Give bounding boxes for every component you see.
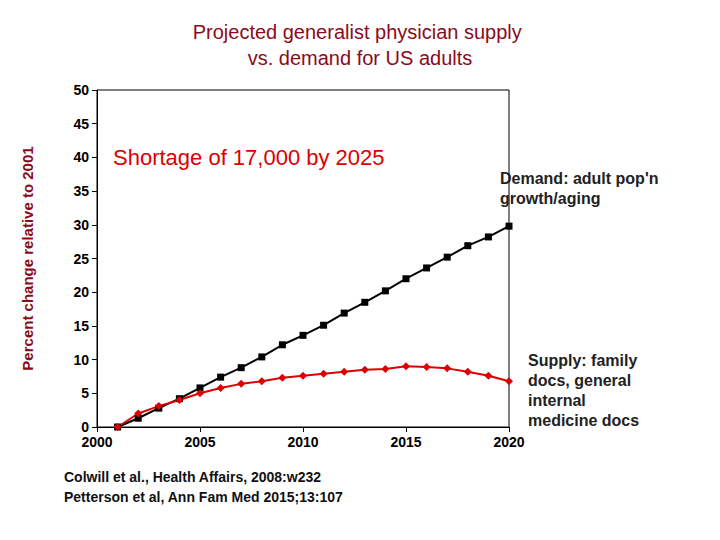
svg-text:20: 20 (73, 284, 89, 300)
svg-text:Percent change relative to 200: Percent change relative to 2001 (19, 146, 36, 370)
svg-text:2020: 2020 (493, 434, 524, 450)
svg-text:50: 50 (73, 82, 89, 98)
svg-text:25: 25 (73, 251, 89, 267)
svg-text:2005: 2005 (184, 434, 215, 450)
svg-text:0: 0 (81, 419, 89, 435)
svg-text:40: 40 (73, 149, 89, 165)
svg-text:45: 45 (73, 116, 89, 132)
svg-text:35: 35 (73, 183, 89, 199)
svg-text:docs, general: docs, general (528, 372, 636, 389)
svg-text:30: 30 (73, 217, 89, 233)
svg-text:10: 10 (73, 352, 89, 368)
svg-text:growth/aging: growth/aging (500, 190, 600, 207)
svg-text:2010: 2010 (287, 434, 318, 450)
svg-text:Shortage of 17,000 by 2025: Shortage of 17,000 by 2025 (113, 145, 385, 170)
svg-text:vs. demand for US adults: vs. demand for US adults (248, 47, 473, 69)
svg-text:2015: 2015 (390, 434, 421, 450)
svg-text:15: 15 (73, 318, 89, 334)
svg-text:Colwill et al., Health Affairs: Colwill et al., Health Affairs, 2008:w23… (64, 469, 321, 485)
svg-text:Petterson et al, Ann Fam Med 2: Petterson et al, Ann Fam Med 2015;13:107 (64, 489, 343, 505)
svg-text:medicine docs: medicine docs (528, 412, 639, 429)
svg-text:Supply: family: Supply: family (528, 352, 642, 369)
svg-text:5: 5 (81, 385, 89, 401)
svg-text:Demand: adult pop'n: Demand: adult pop'n (500, 170, 663, 187)
svg-text:Projected generalist physician: Projected generalist physician supply (193, 21, 528, 43)
svg-text:internal: internal (528, 392, 590, 409)
svg-text:2000: 2000 (81, 434, 112, 450)
